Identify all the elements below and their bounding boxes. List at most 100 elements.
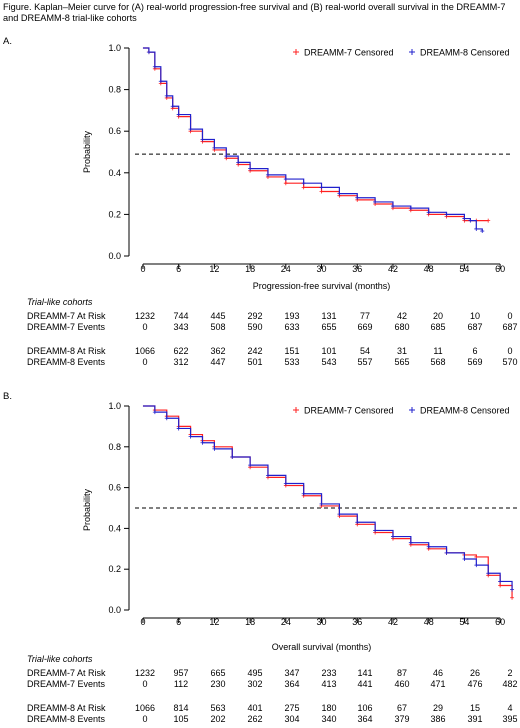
table-cell: 386 xyxy=(430,714,446,724)
table-cell: 482 xyxy=(502,679,518,689)
table-cell: 814 xyxy=(173,703,189,713)
x-tick-label: 36 xyxy=(352,617,362,627)
table-cell: 343 xyxy=(173,322,189,332)
table-title-b: Trial-like cohorts xyxy=(27,654,93,664)
table-cell: 20 xyxy=(432,311,443,321)
censor-mark xyxy=(444,212,449,217)
table-cell: 312 xyxy=(173,357,189,367)
table-cell: 262 xyxy=(247,714,263,724)
x-tick-label: 42 xyxy=(388,264,398,274)
censor-mark xyxy=(319,189,324,194)
censor-mark xyxy=(200,440,205,445)
table-cell: 131 xyxy=(321,311,337,321)
table-cell: 101 xyxy=(321,346,337,356)
censor-mark xyxy=(474,226,479,231)
y-tick-label: 0.8 xyxy=(108,442,121,452)
censor-mark xyxy=(319,501,324,506)
table-cell: 680 xyxy=(394,322,410,332)
table-row: DREAMM-8 At Risk 1066 622 362 242 151 101 54 31 1… xyxy=(0,346,520,357)
table-cell: 563 xyxy=(210,703,226,713)
legend-marker-dreamm8 xyxy=(409,407,415,413)
table-cell: 1232 xyxy=(134,311,156,321)
x-tick-label: 18 xyxy=(245,617,255,627)
censor-mark xyxy=(248,166,253,171)
panel-label-b: B. xyxy=(3,391,12,402)
table-row-label: DREAMM-8 Events xyxy=(27,714,106,724)
censor-mark xyxy=(390,534,395,539)
censor-mark xyxy=(265,473,270,478)
table-cell: 508 xyxy=(210,322,226,332)
table-cell: 1232 xyxy=(134,668,156,678)
table-cell: 687 xyxy=(502,322,518,332)
censor-mark xyxy=(188,127,193,132)
table-cell: 633 xyxy=(284,322,300,332)
y-tick-label: 1.0 xyxy=(108,43,121,53)
table-cell: 292 xyxy=(247,311,263,321)
x-tick-label: 6 xyxy=(176,617,181,627)
y-axis-label: Probability xyxy=(82,488,92,531)
censor-mark xyxy=(510,587,515,592)
table-cell: 105 xyxy=(173,714,189,724)
table-cell: 533 xyxy=(284,357,300,367)
censor-mark xyxy=(462,557,467,561)
x-tick-label: 60 xyxy=(495,264,505,274)
table-cell: 180 xyxy=(321,703,337,713)
censor-mark xyxy=(474,563,479,568)
censor-mark xyxy=(486,218,491,223)
censor-mark xyxy=(152,410,157,415)
table-row-label: DREAMM-7 Events xyxy=(27,679,106,689)
table-cell: 11 xyxy=(433,346,443,356)
table-cell: 460 xyxy=(394,679,410,689)
censor-mark xyxy=(301,185,306,190)
table-cell: 151 xyxy=(284,346,300,356)
table-row: DREAMM-7 At Risk 1232 957 665 495 347 233 141 87… xyxy=(0,668,520,679)
table-cell: 0 xyxy=(507,311,513,321)
figure-caption: Figure. Kaplan–Meier curve for (A) real-… xyxy=(3,2,506,23)
censor-mark xyxy=(265,172,270,177)
y-tick-label: 0.0 xyxy=(108,605,121,615)
table-cell: 4 xyxy=(507,703,513,713)
y-tick-label: 0.8 xyxy=(108,85,121,95)
censor-mark xyxy=(224,154,229,159)
y-tick-label: 0.4 xyxy=(108,523,121,533)
x-tick-label: 42 xyxy=(388,617,398,627)
series-line-dreamm7 xyxy=(142,47,489,222)
table-cell: 364 xyxy=(357,714,373,724)
table-cell: 87 xyxy=(396,668,407,678)
table-row-label: DREAMM-8 Events xyxy=(27,357,106,367)
series-line-dreamm8 xyxy=(142,47,483,232)
table-cell: 0 xyxy=(142,714,148,724)
censor-mark xyxy=(373,528,378,533)
panel-label-a: A. xyxy=(3,36,12,47)
table-cell: 0 xyxy=(142,357,148,367)
table-cell: 391 xyxy=(467,714,483,724)
series-line-dreamm8 xyxy=(142,405,513,590)
censor-mark xyxy=(462,216,467,221)
table-cell: 669 xyxy=(357,322,373,332)
x-axis-label: Overall survival (months) xyxy=(272,642,372,652)
censor-mark xyxy=(283,177,288,182)
table-cell: 445 xyxy=(210,311,226,321)
table-row-label: DREAMM-8 At Risk xyxy=(27,703,106,713)
table-cell: 340 xyxy=(321,714,337,724)
censor-mark xyxy=(164,416,169,421)
table-cell: 364 xyxy=(284,679,300,689)
table-cell: 501 xyxy=(247,357,263,367)
table-cell: 54 xyxy=(359,346,370,356)
table-cell: 6 xyxy=(472,346,478,356)
censor-mark xyxy=(408,206,413,211)
table-row: DREAMM-7 Events 0 343 508 590 633 655 669 680 685… xyxy=(0,322,520,333)
censor-mark xyxy=(408,540,413,545)
table-cell: 665 xyxy=(210,668,226,678)
table-cell: 242 xyxy=(247,346,263,356)
censor-mark xyxy=(390,204,395,209)
x-tick-label: 30 xyxy=(317,264,327,274)
x-axis-label: Progression-free survival (months) xyxy=(253,281,391,291)
table-cell: 302 xyxy=(247,679,263,689)
censor-mark xyxy=(248,463,253,468)
table-cell: 0 xyxy=(142,322,148,332)
censor-mark xyxy=(373,199,378,204)
table-cell: 42 xyxy=(396,311,407,321)
os-chart: 0.0 0.2 0.4 0.6 0.8 1.0 0 6 12 18 24 30 36 42 48 54 60 Ov… xyxy=(82,401,518,652)
censor-mark xyxy=(337,512,342,517)
